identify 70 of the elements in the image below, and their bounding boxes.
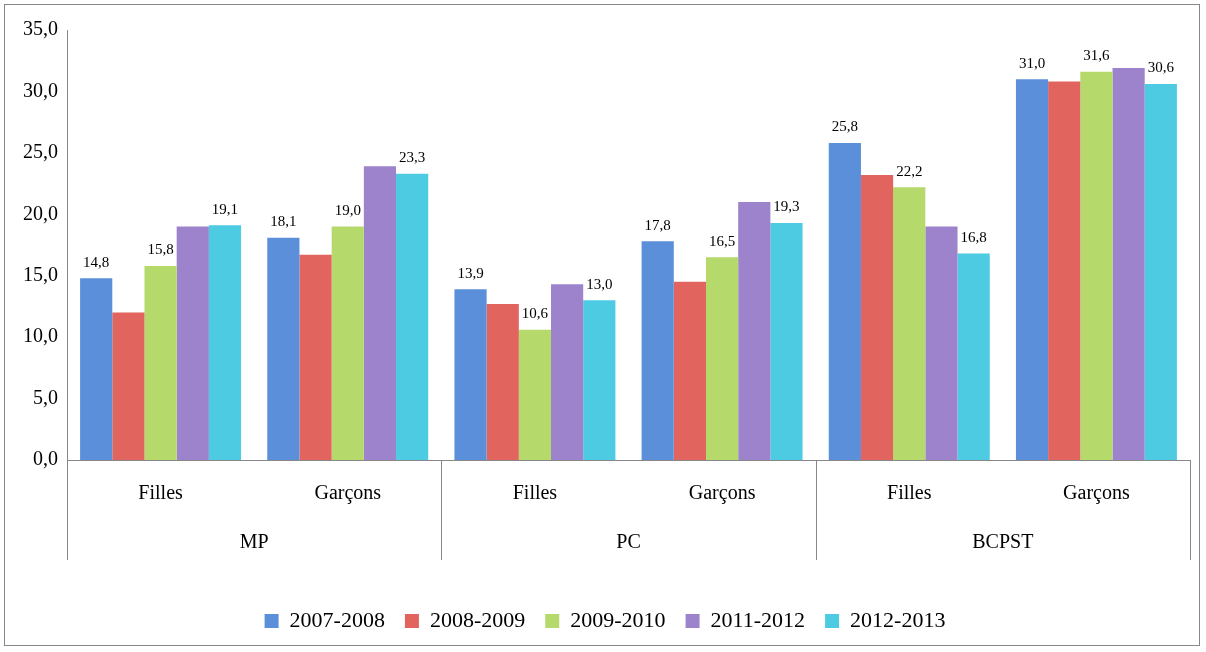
data-label: 16,8 <box>960 229 987 246</box>
x-tick-label: Garçons <box>314 481 382 505</box>
data-label: 13,9 <box>457 264 484 281</box>
legend-label: 2009-2010 <box>570 606 666 632</box>
bar <box>770 222 803 460</box>
bar <box>828 143 861 460</box>
bar <box>925 226 958 460</box>
bar <box>1048 81 1081 460</box>
bar <box>705 257 739 460</box>
x-tick-label: Garçons <box>1063 481 1130 505</box>
y-tick-label: 20,0 <box>23 201 58 224</box>
legend-label: 2011-2012 <box>710 606 806 632</box>
text: BCPST <box>972 530 1034 553</box>
bar <box>267 237 300 460</box>
bar <box>583 300 616 460</box>
data-label: 25,8 <box>831 118 858 135</box>
bar <box>893 187 926 460</box>
bar <box>363 166 397 460</box>
bar <box>551 284 584 460</box>
bar <box>486 303 519 460</box>
bar <box>331 226 364 460</box>
legend-label: 2008-2009 <box>429 606 526 632</box>
bar <box>860 174 894 460</box>
data-label: 18,1 <box>270 213 297 230</box>
bar <box>396 173 429 460</box>
y-tick-label: 30,0 <box>23 78 58 101</box>
x-tick-label: Filles <box>512 481 558 504</box>
data-label: 16,5 <box>708 232 736 249</box>
bar <box>144 265 177 460</box>
legend-label: 2012-2013 <box>850 606 946 632</box>
bar <box>1144 84 1177 460</box>
x-tick-label: Filles <box>887 481 932 504</box>
data-label: 19,0 <box>334 202 361 219</box>
bar <box>673 281 706 460</box>
y-tick-label: 10,0 <box>23 324 58 347</box>
data-label: 17,8 <box>644 216 671 233</box>
data-label: 14,8 <box>83 253 110 270</box>
bar <box>176 226 209 460</box>
data-label: 31,0 <box>1018 54 1046 71</box>
x-tick-label: Filles <box>138 481 184 504</box>
data-label: 15,8 <box>147 241 174 258</box>
legend-label: 2007-2008 <box>289 606 385 632</box>
text: PC <box>616 530 641 553</box>
bar <box>1015 79 1049 460</box>
y-tick-label: 5,0 <box>33 385 58 408</box>
y-tick-label: 25,0 <box>23 140 58 163</box>
bar <box>80 278 113 460</box>
data-label: 23,3 <box>399 149 426 166</box>
data-label: 31,6 <box>1083 47 1111 64</box>
data-label: 19,3 <box>773 198 800 215</box>
x-tick-label: Garçons <box>688 481 756 505</box>
data-label: 19,1 <box>211 200 239 217</box>
bar <box>299 254 332 460</box>
bar <box>112 312 145 460</box>
data-label: 22,2 <box>896 162 923 179</box>
data-label: 10,6 <box>521 305 549 322</box>
bar <box>957 253 990 460</box>
bar <box>518 329 552 460</box>
bar <box>454 289 487 460</box>
bar <box>1080 71 1113 460</box>
bar <box>1112 68 1145 460</box>
data-label: 30,6 <box>1147 59 1175 76</box>
bar <box>641 241 674 460</box>
bar <box>208 225 242 460</box>
y-tick-label: 15,0 <box>23 262 58 285</box>
bar <box>738 202 771 460</box>
text: MP <box>239 530 269 553</box>
data-label: 13,0 <box>586 275 613 292</box>
y-tick-label: 35,0 <box>23 17 58 40</box>
y-tick-label: 0,0 <box>33 447 58 470</box>
